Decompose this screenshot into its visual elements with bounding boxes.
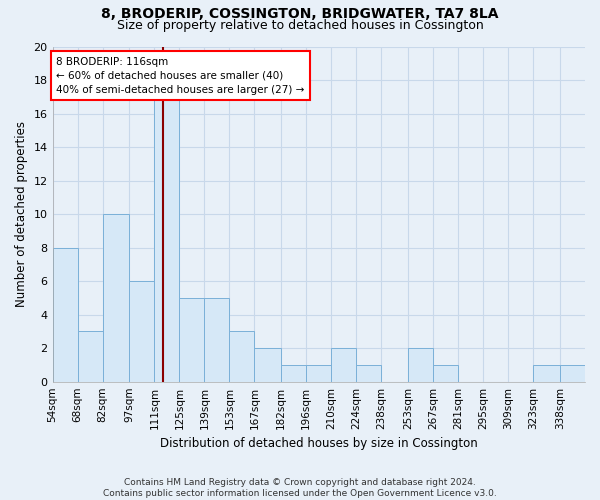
Text: Contains HM Land Registry data © Crown copyright and database right 2024.
Contai: Contains HM Land Registry data © Crown c… — [103, 478, 497, 498]
Bar — [103, 214, 130, 382]
Bar — [281, 365, 306, 382]
Bar — [533, 365, 560, 382]
Bar — [154, 97, 179, 382]
Bar — [229, 332, 254, 382]
Bar — [356, 365, 382, 382]
Bar — [306, 365, 331, 382]
Bar — [130, 281, 154, 382]
Text: 8 BRODERIP: 116sqm
← 60% of detached houses are smaller (40)
40% of semi-detache: 8 BRODERIP: 116sqm ← 60% of detached hou… — [56, 56, 304, 94]
Bar — [254, 348, 281, 382]
Bar — [408, 348, 433, 382]
Bar — [77, 332, 103, 382]
Text: Size of property relative to detached houses in Cossington: Size of property relative to detached ho… — [116, 19, 484, 32]
Bar — [433, 365, 458, 382]
Bar — [560, 365, 585, 382]
Text: 8, BRODERIP, COSSINGTON, BRIDGWATER, TA7 8LA: 8, BRODERIP, COSSINGTON, BRIDGWATER, TA7… — [101, 8, 499, 22]
X-axis label: Distribution of detached houses by size in Cossington: Distribution of detached houses by size … — [160, 437, 478, 450]
Y-axis label: Number of detached properties: Number of detached properties — [15, 121, 28, 307]
Bar — [205, 298, 229, 382]
Bar — [179, 298, 205, 382]
Bar — [331, 348, 356, 382]
Bar — [53, 248, 77, 382]
